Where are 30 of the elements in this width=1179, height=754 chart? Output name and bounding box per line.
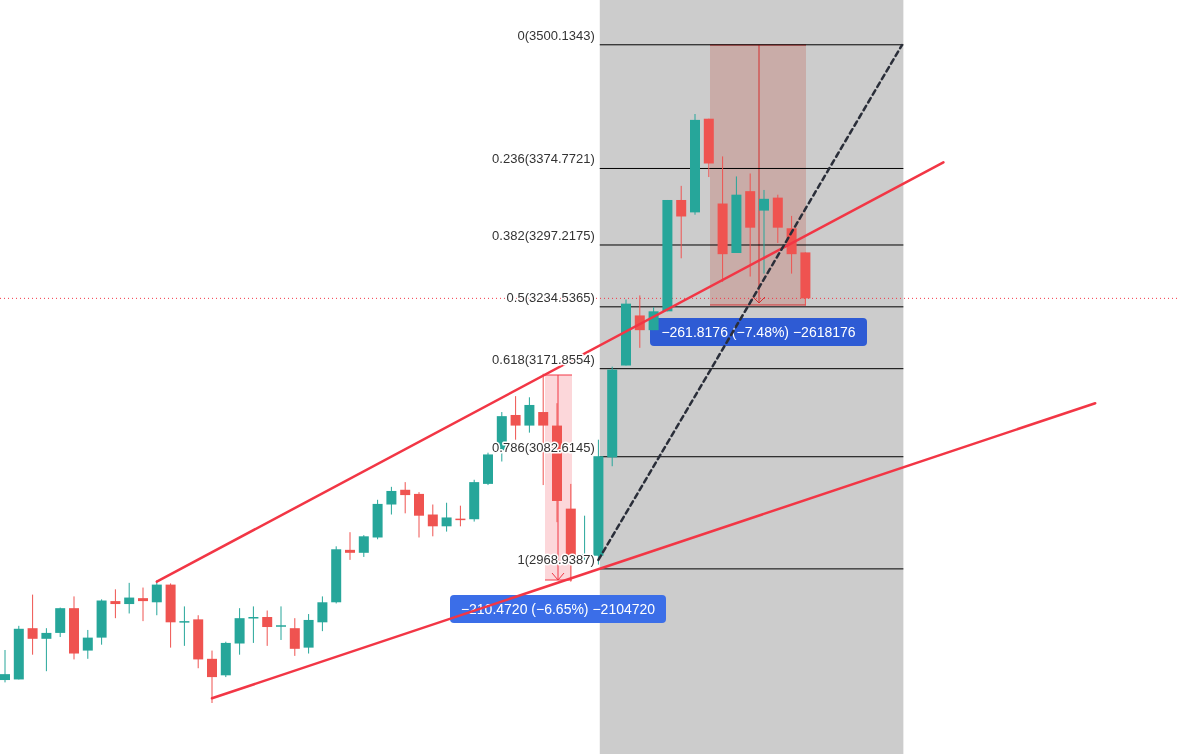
candlestick	[27, 594, 38, 656]
candlestick	[345, 531, 355, 561]
candlestick	[124, 582, 135, 614]
text: 0(3500.1343)	[517, 27, 595, 43]
candlestick	[427, 504, 438, 537]
candlestick	[110, 588, 121, 619]
candlestick	[524, 396, 535, 434]
candlestick	[386, 486, 397, 516]
candlestick	[317, 595, 328, 632]
candlestick	[676, 185, 687, 259]
annotation: −261.8176 (−7.48%) −2618176	[661, 324, 856, 340]
candlestick	[414, 491, 424, 538]
candlestick	[441, 502, 452, 533]
candlestick	[248, 605, 259, 644]
candlestick	[358, 534, 369, 558]
candlestick	[179, 605, 190, 647]
candlestick	[138, 587, 148, 622]
candlestick	[262, 610, 273, 647]
annotation: 0.382(3297.2175)	[492, 227, 595, 243]
candlestick	[82, 629, 93, 660]
candlestick	[207, 650, 217, 704]
candlestick	[759, 189, 769, 275]
annotation: 0.236(3374.7721)	[492, 151, 595, 167]
candlestick	[400, 481, 411, 514]
candlestick	[41, 627, 52, 672]
annotation: 0.5(3234.5365)	[506, 289, 595, 305]
candlestick	[510, 395, 521, 441]
candlestick	[276, 605, 286, 641]
candlestick	[289, 617, 300, 657]
candlestick	[0, 649, 10, 683]
